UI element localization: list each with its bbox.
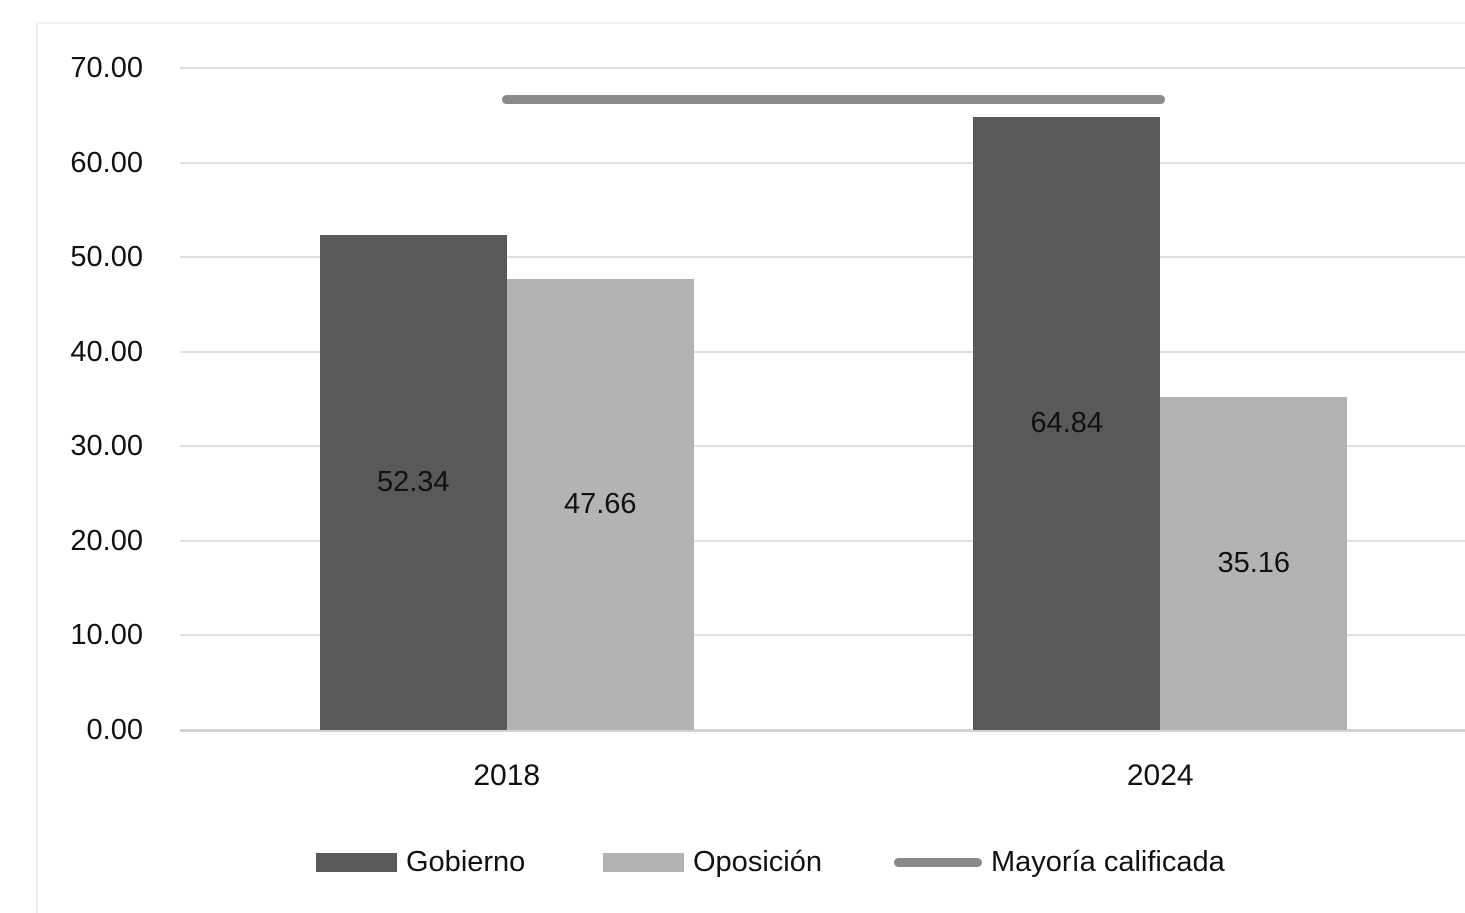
legend-label-mayoria-calificada: Mayoría calificada [991,845,1225,878]
y-tick-label-0: 0.00 [86,714,143,746]
y-tick-label-50: 50.00 [70,241,143,274]
legend-item-mayoria-calificada: Mayoría calificada [894,843,1225,881]
bar-data-label: 52.34 [376,465,450,498]
gridline-20 [180,539,1465,542]
bar-data-label: 64.84 [1030,406,1104,439]
gridline-70 [180,67,1465,69]
chart-area-left-border [36,22,38,913]
y-tick-label-20: 20.00 [70,524,143,557]
gridline-10 [180,634,1465,637]
y-tick-label-40: 40.00 [70,335,143,368]
plot-area: 52.34 64.84 47.66 35.16 [180,67,1465,732]
gobierno-swatch-icon [316,852,397,872]
category-label-2018: 2018 [473,759,541,792]
bar-data-label: 47.66 [563,488,637,521]
legend-label-oposicion: Oposición [693,845,822,878]
bar-data-label: 35.16 [1217,547,1291,580]
gridline-50 [180,256,1465,259]
y-tick-label-60: 60.00 [70,146,143,179]
legend-label-gobierno: Gobierno [406,845,526,878]
gridline-30 [180,445,1465,448]
y-tick-label-30: 30.00 [70,430,143,463]
legend: Gobierno Oposición Mayoría calificada [0,843,1465,881]
bar-gobierno-2024: 64.84 [973,116,1161,730]
mayoria-calificada-line-icon [894,857,982,867]
line-mayor-a-calificada [502,94,1165,104]
bar-oposici-n-2024: 35.16 [1160,397,1348,730]
legend-item-gobierno: Gobierno [316,843,525,881]
bar-gobierno-2018: 52.34 [319,235,507,730]
gridline-0 [180,729,1465,732]
gridline-60 [180,161,1465,164]
bar-oposici-n-2018: 47.66 [506,279,694,730]
category-label-2024: 2024 [1126,759,1194,792]
oposicion-swatch-icon [603,852,684,872]
legend-item-oposicion: Oposición [603,843,822,881]
y-tick-label-70: 70.00 [70,52,143,84]
gridline-40 [180,350,1465,353]
chart-area-top-border [36,22,1465,24]
y-tick-label-10: 10.00 [70,619,143,652]
